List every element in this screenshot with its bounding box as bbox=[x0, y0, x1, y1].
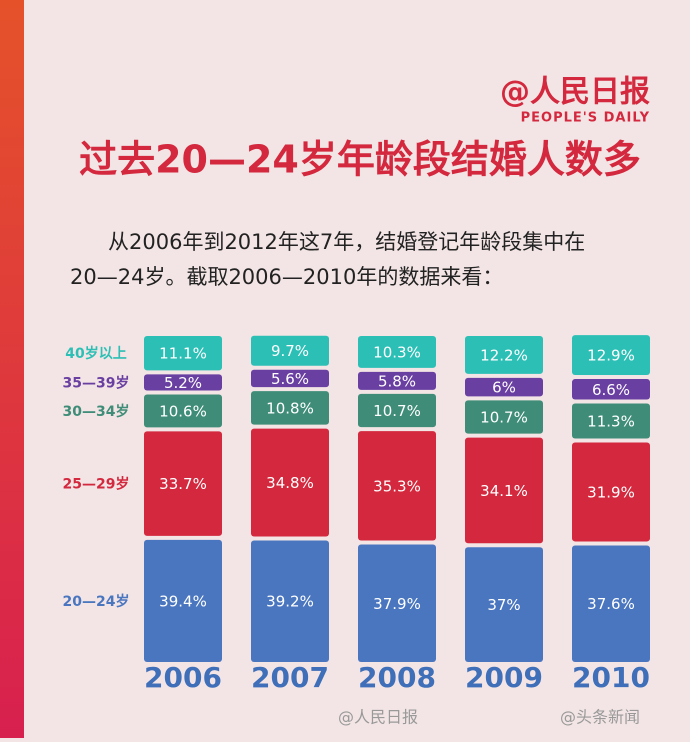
value-label: 37% bbox=[487, 596, 520, 614]
bar-segment bbox=[144, 336, 222, 371]
bar-segment bbox=[144, 431, 222, 536]
bar-segment bbox=[465, 547, 543, 662]
value-label: 31.9% bbox=[587, 483, 635, 501]
value-label: 39.4% bbox=[159, 592, 207, 610]
value-label: 10.7% bbox=[480, 409, 528, 427]
value-label: 34.8% bbox=[266, 474, 314, 492]
legend-label: 35—39岁 bbox=[63, 374, 130, 391]
legend-label: 30—34岁 bbox=[63, 403, 130, 420]
bar-segment bbox=[251, 391, 329, 425]
bar-segment bbox=[358, 371, 436, 390]
bar-segment bbox=[572, 545, 650, 662]
value-label: 12.9% bbox=[587, 347, 635, 365]
value-label: 5.6% bbox=[271, 370, 309, 388]
legend-label: 40岁以上 bbox=[65, 345, 126, 362]
bar-segment bbox=[358, 544, 436, 662]
logo-sub: PEOPLE'S DAILY bbox=[521, 111, 650, 126]
x-tick-label: 2010 bbox=[572, 661, 650, 694]
value-label: 9.7% bbox=[271, 342, 309, 360]
bar-segment bbox=[572, 335, 650, 376]
chart-title: 过去20—24岁年龄段结婚人数多 bbox=[79, 138, 641, 182]
bar-segment bbox=[358, 393, 436, 428]
value-label: 12.2% bbox=[480, 346, 528, 364]
bar-segment bbox=[572, 403, 650, 439]
bar-segment bbox=[251, 369, 329, 388]
bar-segment bbox=[144, 539, 222, 662]
value-label: 33.7% bbox=[159, 475, 207, 493]
bar-segment bbox=[465, 336, 543, 374]
value-label: 11.3% bbox=[587, 413, 635, 431]
bar-segment bbox=[358, 336, 436, 368]
value-label: 6% bbox=[492, 379, 516, 397]
value-label: 10.6% bbox=[159, 402, 207, 420]
value-label: 34.1% bbox=[480, 482, 528, 500]
value-label: 39.2% bbox=[266, 593, 314, 611]
value-label: 5.2% bbox=[164, 374, 202, 392]
value-label: 10.8% bbox=[266, 399, 314, 417]
bar-segment bbox=[465, 377, 543, 397]
value-label: 10.7% bbox=[373, 402, 421, 420]
value-label: 6.6% bbox=[592, 381, 630, 399]
x-tick-label: 2008 bbox=[358, 661, 436, 694]
bar-segment bbox=[465, 437, 543, 544]
value-label: 37.9% bbox=[373, 595, 421, 613]
bar-segment bbox=[251, 335, 329, 366]
x-tick-label: 2007 bbox=[251, 661, 329, 694]
subtitle-line: 20—24岁。截取2006—2010年的数据来看： bbox=[70, 265, 503, 289]
value-label: 10.3% bbox=[373, 343, 421, 361]
x-tick-label: 2009 bbox=[465, 661, 543, 694]
bar-segment bbox=[358, 431, 436, 541]
value-label: 35.3% bbox=[373, 477, 421, 495]
watermark: @人民日报 bbox=[338, 708, 418, 727]
value-label: 37.6% bbox=[587, 595, 635, 613]
bar-segment bbox=[144, 394, 222, 428]
watermark: @头条新闻 bbox=[560, 708, 640, 727]
bar-segment bbox=[572, 442, 650, 542]
bar-segment bbox=[251, 428, 329, 537]
value-label: 5.8% bbox=[378, 372, 416, 390]
value-label: 11.1% bbox=[159, 345, 207, 363]
legend-label: 25—29岁 bbox=[63, 476, 130, 493]
bar-segment bbox=[465, 400, 543, 434]
side-stripe bbox=[0, 0, 24, 738]
x-tick-label: 2006 bbox=[144, 661, 222, 694]
bar-segment bbox=[572, 379, 650, 400]
logo: @人民日报 bbox=[500, 75, 650, 110]
legend-label: 20—24岁 bbox=[63, 593, 130, 610]
bar-segment bbox=[144, 374, 222, 391]
bar-segment bbox=[251, 540, 329, 662]
subtitle-line: 从2006年到2012年这7年，结婚登记年龄段集中在 bbox=[108, 230, 585, 254]
